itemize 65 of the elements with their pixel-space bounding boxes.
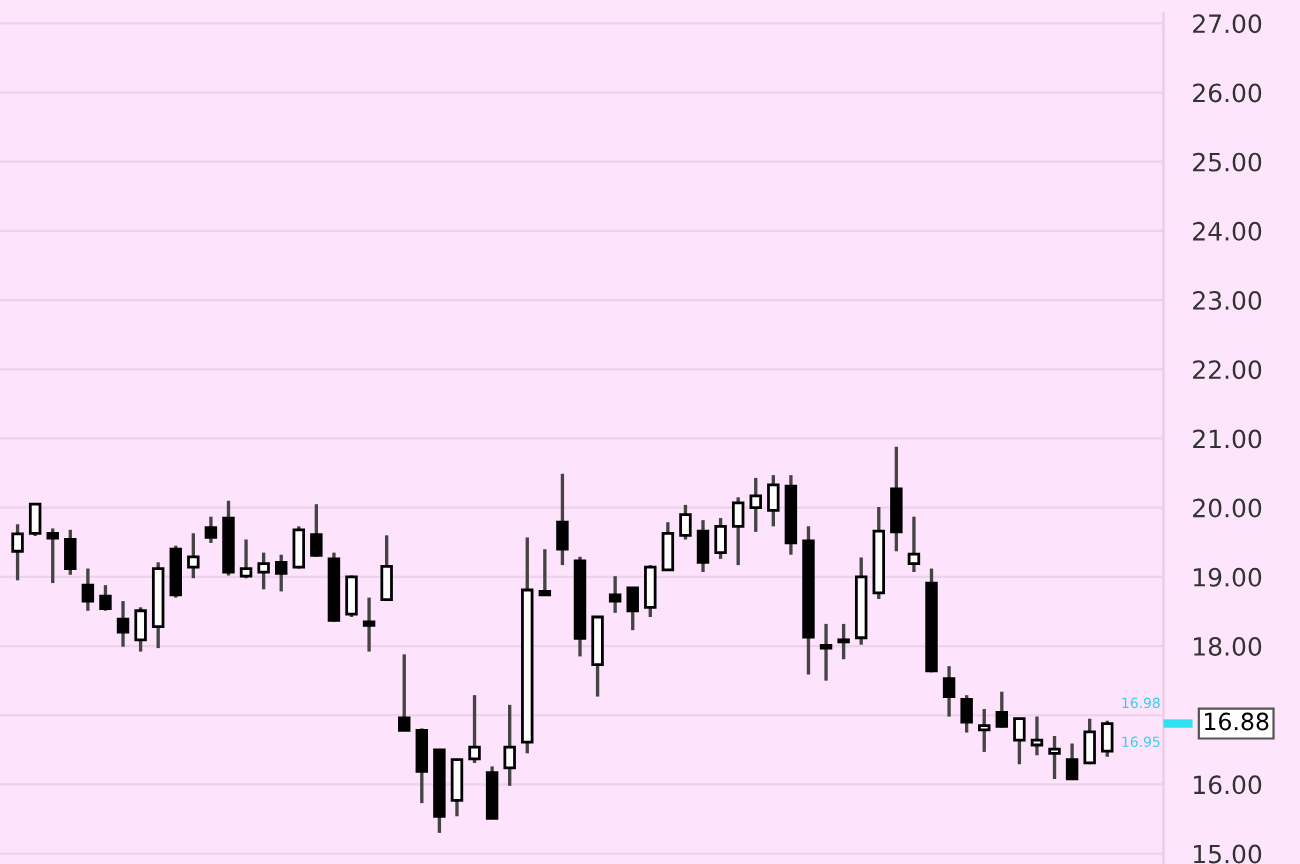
y-tick-label: 16.00 (1194, 775, 1262, 795)
candlestick (714, 516, 727, 561)
candlestick (415, 726, 429, 805)
y-tick-label: 23.00 (1193, 291, 1262, 310)
y-tick-label: 22.00 (1193, 360, 1262, 380)
candlestick (608, 574, 622, 615)
candlestick (398, 652, 411, 733)
candlestick (767, 473, 780, 529)
candlestick (978, 707, 991, 754)
candlestick (661, 520, 675, 572)
candlestick (696, 518, 710, 574)
candlestick (274, 553, 288, 594)
candlestick (591, 615, 604, 699)
candlestick (644, 563, 657, 619)
candlestick (731, 495, 745, 567)
candlestick (837, 622, 850, 661)
candlestick (116, 599, 130, 649)
candlestick (28, 502, 42, 538)
candlestick (46, 526, 59, 585)
y-tick-label: 19.00 (1194, 567, 1262, 587)
candlestick (1048, 734, 1061, 781)
candlestick (450, 757, 464, 818)
candlestick (187, 531, 200, 580)
candlestick (257, 550, 270, 591)
candlestick (626, 586, 639, 632)
candlestick (1101, 719, 1114, 759)
candlestick (362, 595, 376, 654)
candlestick (1030, 714, 1044, 758)
candlestick (239, 537, 253, 580)
y-tick-label: 18.00 (1194, 636, 1262, 656)
candlestick (907, 514, 921, 574)
candlestick (468, 693, 481, 765)
candlestick (749, 476, 762, 534)
y-tick-label: 27.00 (1193, 14, 1262, 34)
candlestick (380, 533, 393, 603)
candlestick (134, 605, 147, 654)
y-tick-label: 24.00 (1193, 221, 1262, 241)
candlestick (960, 693, 973, 735)
candlestick (99, 583, 112, 613)
candlestick (204, 514, 218, 545)
candlestick (819, 622, 833, 683)
candlestick (890, 445, 903, 553)
candlestick (503, 703, 516, 788)
candlestick (64, 528, 77, 577)
candlestick (11, 522, 24, 582)
candlestick (485, 764, 499, 820)
candlestick (292, 524, 306, 571)
y-tick-label: 21.00 (1193, 429, 1262, 449)
candlestick (1065, 741, 1079, 781)
candlestick (169, 544, 182, 600)
candlestick (556, 472, 569, 567)
y-tick-label: 25.00 (1193, 152, 1262, 172)
y-tick-label: 15.00 (1194, 844, 1262, 864)
candlestick (679, 503, 692, 542)
candlestick (310, 502, 323, 559)
y-tick-label: 26.00 (1193, 83, 1262, 103)
candlestick (538, 547, 552, 597)
candlestick (1013, 716, 1026, 767)
y-tick-label: 20.00 (1193, 498, 1262, 518)
candlestick (81, 566, 95, 613)
candlestick (1083, 717, 1096, 767)
candlestick (995, 690, 1009, 730)
candlestick (345, 573, 358, 619)
ref-line-label: 16.88 (1204, 712, 1269, 731)
candlestick (942, 664, 956, 719)
